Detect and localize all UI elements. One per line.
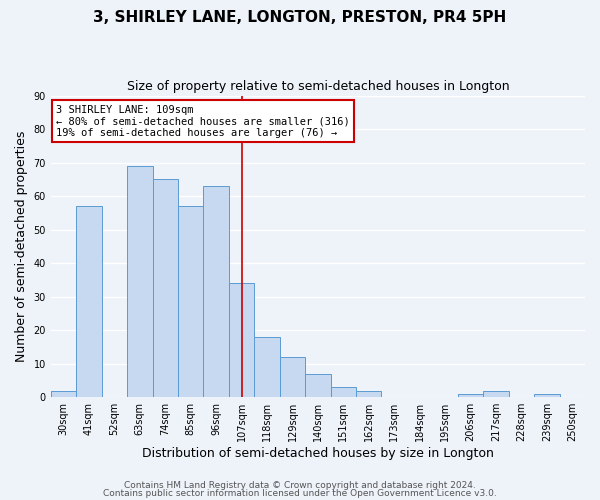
Bar xyxy=(203,186,229,397)
Bar xyxy=(76,206,101,397)
Bar xyxy=(254,337,280,397)
Bar xyxy=(127,166,152,397)
Bar xyxy=(483,390,509,397)
Bar xyxy=(534,394,560,397)
Bar xyxy=(356,390,382,397)
Bar xyxy=(51,390,76,397)
Bar xyxy=(178,206,203,397)
Bar xyxy=(305,374,331,397)
Text: Contains HM Land Registry data © Crown copyright and database right 2024.: Contains HM Land Registry data © Crown c… xyxy=(124,481,476,490)
Text: Contains public sector information licensed under the Open Government Licence v3: Contains public sector information licen… xyxy=(103,488,497,498)
Text: 3 SHIRLEY LANE: 109sqm
← 80% of semi-detached houses are smaller (316)
19% of se: 3 SHIRLEY LANE: 109sqm ← 80% of semi-det… xyxy=(56,104,350,138)
Y-axis label: Number of semi-detached properties: Number of semi-detached properties xyxy=(15,130,28,362)
Title: Size of property relative to semi-detached houses in Longton: Size of property relative to semi-detach… xyxy=(127,80,509,93)
Bar xyxy=(152,180,178,397)
Bar xyxy=(280,357,305,397)
X-axis label: Distribution of semi-detached houses by size in Longton: Distribution of semi-detached houses by … xyxy=(142,447,494,460)
Bar xyxy=(331,387,356,397)
Bar xyxy=(229,284,254,397)
Text: 3, SHIRLEY LANE, LONGTON, PRESTON, PR4 5PH: 3, SHIRLEY LANE, LONGTON, PRESTON, PR4 5… xyxy=(94,10,506,25)
Bar xyxy=(458,394,483,397)
